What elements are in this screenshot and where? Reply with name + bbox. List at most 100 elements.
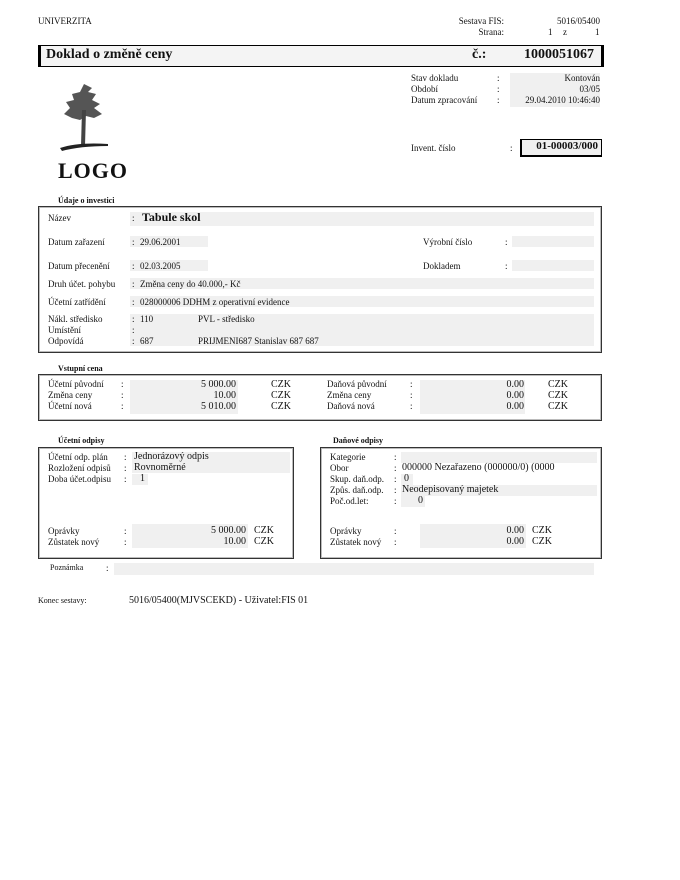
colon: : xyxy=(132,325,135,335)
skup-label: Skup. daň.odp. xyxy=(330,474,384,484)
rozlozeni-value: Rovnoměrné xyxy=(134,462,186,473)
stredisko-name: PVL - středisko xyxy=(198,314,255,324)
colon: : xyxy=(497,95,500,105)
footer-label: Konec sestavy: xyxy=(38,596,87,605)
vstupni-section-label: Vstupní cena xyxy=(58,364,103,373)
obdobi-value: 03/05 xyxy=(579,84,600,94)
colon: : xyxy=(394,452,397,462)
colon: : xyxy=(410,401,413,411)
colon: : xyxy=(394,537,397,547)
ucetni-box xyxy=(38,447,294,559)
colon: : xyxy=(132,261,135,271)
ucetni-zustatek-label: Zůstatek nový xyxy=(48,537,100,547)
danove-section-label: Daňové odpisy xyxy=(333,436,384,445)
poc-label: Poč.od.let: xyxy=(330,496,369,506)
colon: : xyxy=(132,314,135,324)
odpovida-name: PRIJMENI687 Stanislav 687 687 xyxy=(198,336,319,346)
vstupni-left-label: Změna ceny xyxy=(48,390,93,400)
vstupni-left-label: Účetní původní xyxy=(48,379,104,389)
colon: : xyxy=(132,297,135,307)
danove-zustatek-value: 0.00 xyxy=(506,536,525,547)
danove-opravky-label: Oprávky xyxy=(330,526,362,536)
plan-label: Účetní odp. plán xyxy=(48,452,108,462)
colon: : xyxy=(410,390,413,400)
title-bar xyxy=(38,45,604,67)
colon: : xyxy=(132,237,135,247)
zpus-value: Neodepisovaný majetek xyxy=(402,484,499,495)
colon: : xyxy=(497,84,500,94)
page-of: z xyxy=(563,27,567,37)
colon: : xyxy=(394,474,397,484)
stav-label: Stav dokladu xyxy=(411,73,459,83)
document-title: Doklad o změně ceny xyxy=(46,47,173,62)
nazev-label: Název xyxy=(48,213,71,223)
ucetni-opravky-value: 5 000.00 xyxy=(211,525,246,536)
ucetni-zustatek-value: 10.00 xyxy=(223,536,247,547)
colon: : xyxy=(505,261,508,271)
skup-value: 0 xyxy=(404,473,409,484)
colon: : xyxy=(394,526,397,536)
document-number: 1000051067 xyxy=(524,47,594,62)
colon: : xyxy=(124,474,127,484)
dokladem-label: Dokladem xyxy=(423,261,461,271)
doba-value: 1 xyxy=(140,473,145,484)
currency: CZK xyxy=(254,525,274,536)
number-label: č.: xyxy=(472,47,487,62)
ucetni-section-label: Účetní odpisy xyxy=(58,436,105,445)
datum-zpracovani-label: Datum zpracování xyxy=(411,95,478,105)
druh-value: Změna ceny do 40.000,- Kč xyxy=(140,279,241,289)
colon: : xyxy=(394,496,397,506)
colon: : xyxy=(394,463,397,473)
vstupni-left-value: 5 000.00 xyxy=(201,379,236,390)
danove-zustatek-label: Zůstatek nový xyxy=(330,537,382,547)
currency: CZK xyxy=(532,536,552,547)
colon: : xyxy=(132,213,135,223)
colon: : xyxy=(124,526,127,536)
strana-label: Strana: xyxy=(478,27,505,37)
colon: : xyxy=(106,563,109,573)
invent-label: Invent. číslo xyxy=(411,143,456,153)
vstupni-right-value: 0.00 xyxy=(506,390,525,401)
obor-value: 000000 Nezařazeno (000000/0) (0000 xyxy=(402,462,555,473)
investice-box xyxy=(38,206,602,353)
colon: : xyxy=(124,452,127,462)
colon: : xyxy=(510,143,513,153)
colon: : xyxy=(124,463,127,473)
invent-box xyxy=(520,139,602,157)
currency: CZK xyxy=(254,536,274,547)
rozlozeni-label: Rozložení odpisů xyxy=(48,463,111,473)
vstupni-left-value: 5 010.00 xyxy=(201,401,236,412)
invent-value: 01-00003/000 xyxy=(536,140,598,152)
kategorie-label: Kategorie xyxy=(330,452,366,462)
zatrideni-label: Účetní zatřídění xyxy=(48,297,106,307)
colon: : xyxy=(124,537,127,547)
preceneni-value: 02.03.2005 xyxy=(140,261,181,271)
colon: : xyxy=(505,237,508,247)
plan-value: Jednorázový odpis xyxy=(134,451,209,462)
tree-logo-icon xyxy=(60,84,108,151)
currency: CZK xyxy=(548,379,568,390)
colon: : xyxy=(121,390,124,400)
stredisko-value: 110 xyxy=(140,314,154,324)
datum-zpracovani-value: 29.04.2010 10:46:40 xyxy=(525,95,600,105)
odpovida-value: 687 xyxy=(140,336,154,346)
currency: CZK xyxy=(271,390,291,401)
currency: CZK xyxy=(271,379,291,390)
colon: : xyxy=(394,485,397,495)
danove-opravky-value: 0.00 xyxy=(506,525,525,536)
vstupni-right-value: 0.00 xyxy=(506,401,525,412)
org-name: UNIVERZITA xyxy=(38,16,92,26)
vstupni-box xyxy=(38,374,602,421)
druh-label: Druh účet. pohybu xyxy=(48,279,116,289)
poznamka-label: Poznámka xyxy=(50,563,84,572)
currency: CZK xyxy=(532,525,552,536)
stredisko-label: Nákl. středisko xyxy=(48,314,103,324)
zatrideni-value: 028000006 DDHM z operativní evidence xyxy=(140,297,290,307)
vstupni-left-value: 10.00 xyxy=(213,390,237,401)
preceneni-label: Datum přecenění xyxy=(48,261,110,271)
odpovida-label: Odpovídá xyxy=(48,336,84,346)
colon: : xyxy=(121,401,124,411)
sestava-label: Sestava FIS: xyxy=(458,16,504,26)
zarazeni-label: Datum zařazení xyxy=(48,237,105,247)
